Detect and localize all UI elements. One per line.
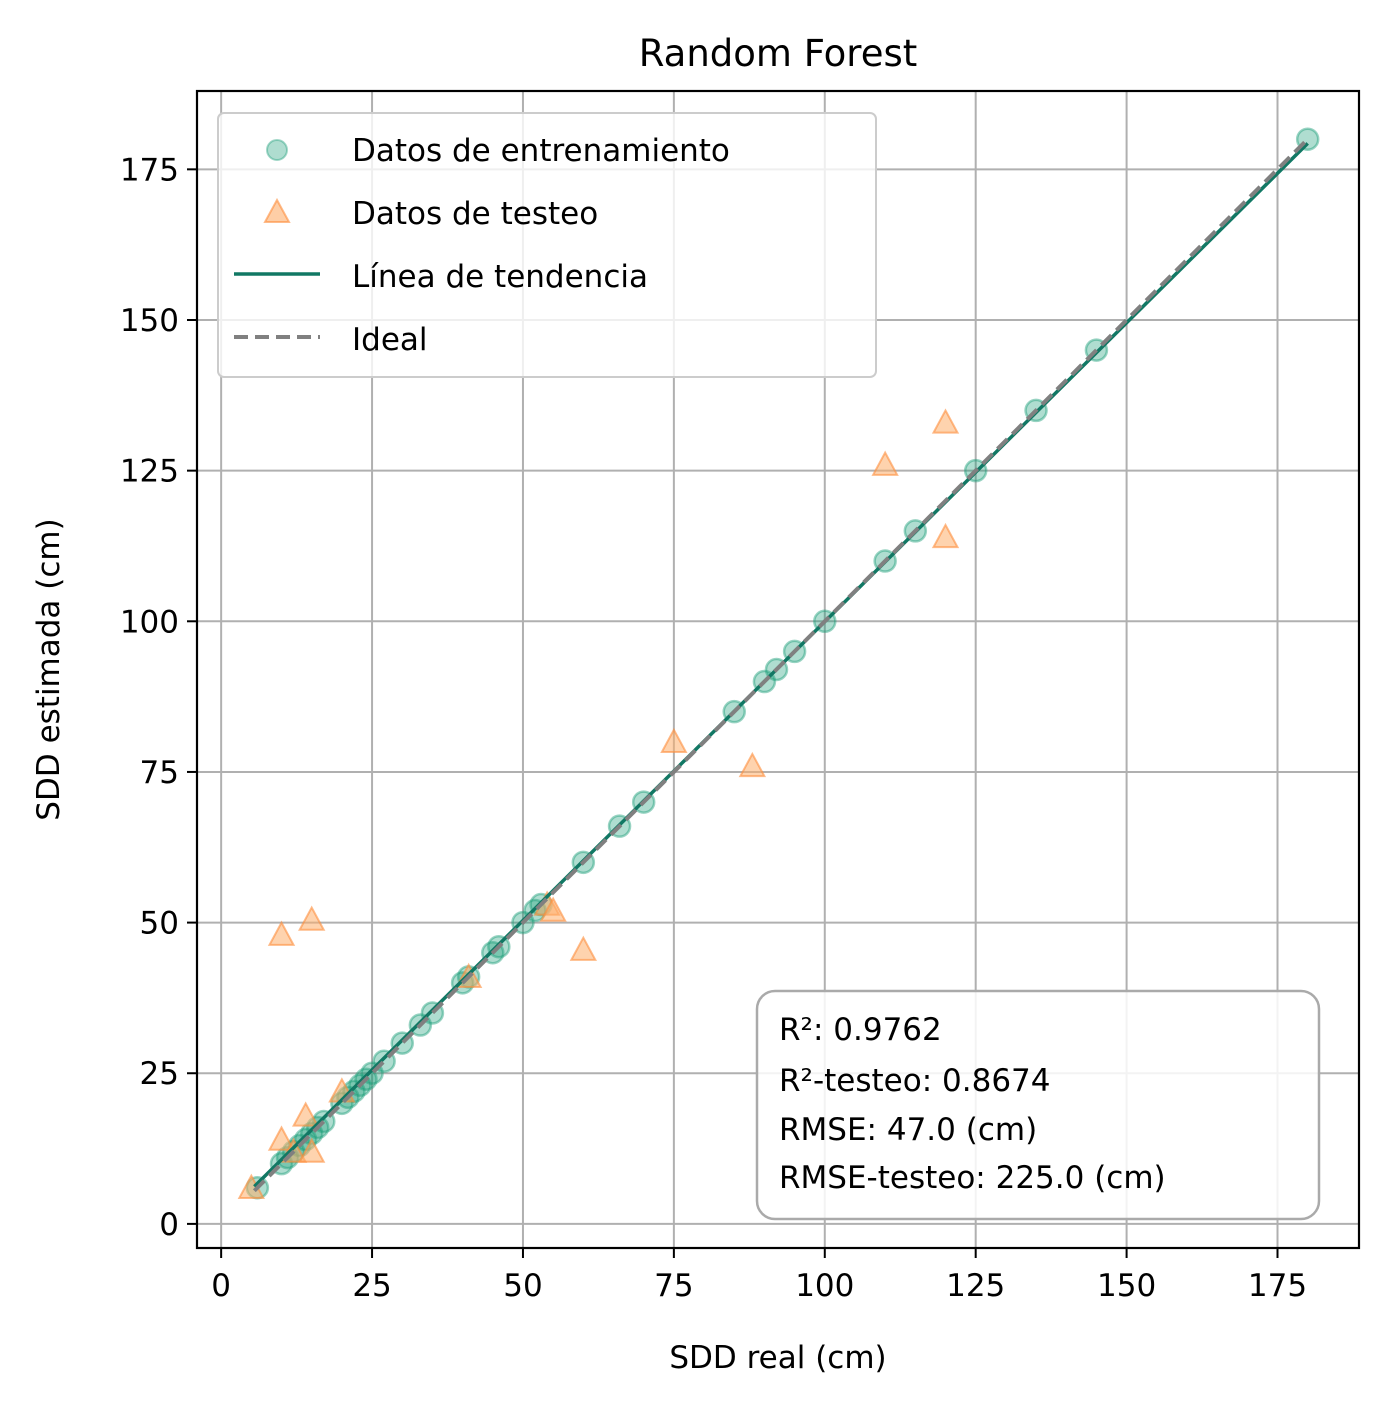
- y-tick-label-2: 50: [140, 906, 179, 942]
- legend-label-trend: Línea de tendencia: [352, 259, 648, 295]
- test-point-1: [267, 1125, 296, 1151]
- y-tick-label-0: 0: [159, 1207, 179, 1243]
- test-point-10: [539, 896, 567, 922]
- stats-rmse-test: RMSE-testeo: 225.0 (cm): [779, 1160, 1166, 1196]
- y-tick-label-4: 100: [120, 604, 179, 640]
- chart-title: Random Forest: [639, 32, 918, 75]
- ideal-line: [252, 137, 1310, 1193]
- test-point-5: [298, 1137, 326, 1163]
- x-tick-label-6: 150: [1097, 1268, 1156, 1304]
- y-tick-label-1: 25: [140, 1056, 179, 1092]
- x-tick-label-1: 25: [352, 1268, 391, 1304]
- legend-box: [217, 112, 877, 378]
- x-tick-label-7: 175: [1248, 1268, 1307, 1304]
- legend-label-test: Datos de testeo: [352, 196, 598, 232]
- legend-label-ideal: Ideal: [352, 322, 428, 358]
- line-layer: [252, 137, 1310, 1193]
- x-tick-label-4: 100: [795, 1268, 854, 1304]
- x-tick-label-3: 75: [654, 1268, 693, 1304]
- y-tick-label-5: 125: [120, 454, 179, 490]
- x-tick-label-0: 0: [211, 1268, 231, 1304]
- test-point-11: [569, 935, 598, 961]
- stats-box-frame: [755, 989, 1321, 1221]
- legend: Datos de entrenamiento Datos de testeo L…: [217, 112, 877, 378]
- stats-r2-test: R²-testeo: 0.8674: [779, 1063, 1051, 1099]
- stats-r2: R²: 0.9762: [779, 1012, 942, 1048]
- legend-train-marker: [266, 139, 288, 161]
- y-tick-label-3: 75: [140, 755, 179, 791]
- legend-label-train: Datos de entrenamiento: [352, 133, 730, 169]
- test-point-16: [931, 522, 960, 549]
- test-point-2: [267, 920, 296, 946]
- y-tick-label-6: 150: [120, 303, 179, 339]
- ticks: 0 25 50 75 100 125 150 175 0 25 50 75 100 125 150 175: [120, 152, 1307, 1304]
- y-axis-title: SDD estimada (cm): [31, 518, 67, 820]
- test-point-4: [291, 1101, 320, 1127]
- plot-frame: [195, 89, 1361, 1250]
- test-point-13: [738, 751, 767, 778]
- stats-box: R²: 0.9762 R²-testeo: 0.8674 RMSE: 47.0 …: [755, 989, 1321, 1221]
- x-tick-label-5: 125: [946, 1268, 1005, 1304]
- test-point-12: [660, 727, 688, 754]
- test-point-6: [298, 905, 326, 931]
- y-tick-label-7: 175: [120, 152, 179, 188]
- legend-test-marker: [263, 197, 291, 223]
- stats-rmse: RMSE: 47.0 (cm): [779, 1112, 1037, 1148]
- test-point-15: [931, 408, 960, 434]
- x-tick-label-2: 50: [503, 1268, 542, 1304]
- test-point-14: [871, 450, 899, 476]
- x-axis-title: SDD real (cm): [669, 1340, 886, 1376]
